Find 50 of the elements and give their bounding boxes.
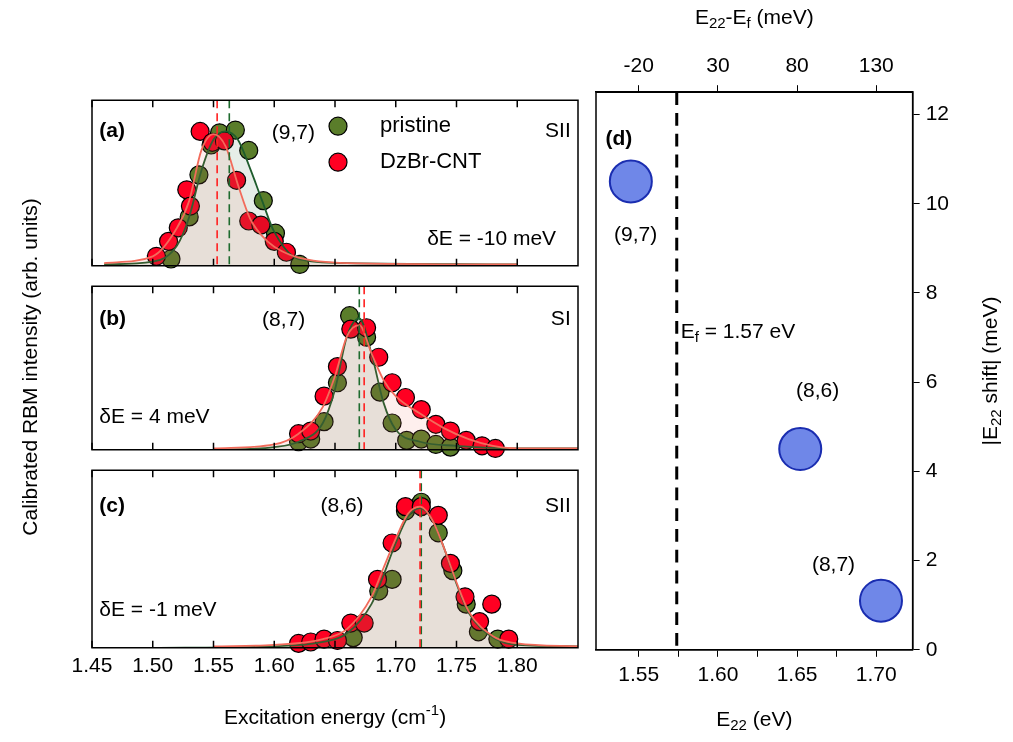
point [608,159,653,204]
y-axis-title: |E22 shift| (meV) [977,296,1005,446]
x-tick-label: 1.55 [193,653,234,677]
annotation: SI [550,305,571,329]
x2-tick-label: -20 [623,53,654,77]
annotation: (8,6) [796,377,840,401]
annotation: (8,7) [262,307,306,331]
x-tick-label: 1.45 [71,653,113,677]
annotation: δE = 4 meV [99,403,210,427]
annotation: SII [545,118,571,142]
point [858,578,903,623]
x-tick-label: 1.65 [314,653,356,677]
y-tick-label: 6 [925,368,938,392]
x2-tick-label: 30 [706,53,730,77]
annotation: (b) [99,305,127,329]
legend-label: DzBr-CNT [380,148,482,174]
y-axis-title: Calibrated RBM intensity (arb. units) [18,198,42,536]
y-tick-label: 4 [925,458,938,482]
annotation: (c) [99,492,125,516]
annotation: (9,7) [613,221,658,245]
point [239,140,259,161]
x2-tick-label: 130 [858,53,894,77]
x-tick-label: 1.60 [253,653,295,677]
x-tick-label: 1.50 [132,653,174,677]
annotation: δE = -1 meV [99,597,217,621]
x-tick-label: 1.55 [618,662,660,686]
annotation: SII [545,492,571,516]
y-tick-label: 12 [925,101,949,125]
x-tick-label: 1.60 [697,662,739,686]
y-tick-label: 0 [925,636,938,660]
annotation: (9,7) [271,120,316,144]
x2-tick-label: 80 [785,53,809,77]
annotation: (8,6) [320,492,364,516]
annotation: (d) [605,126,633,150]
x-tick-label: 1.80 [496,653,538,677]
point [428,505,448,525]
x-tick-label: 1.70 [375,653,417,677]
point [778,427,823,472]
y-tick-label: 2 [925,547,938,571]
x-tick-label: 1.65 [776,662,818,686]
y-tick-label: 10 [925,190,949,214]
x-tick-label: 1.75 [436,653,477,677]
x-tick-label: 1.70 [855,662,897,686]
point [190,121,210,142]
annotation: (8,7) [811,551,856,575]
point [482,594,502,614]
annotation: δE = -10 meV [427,226,557,250]
y-tick-label: 8 [925,279,938,303]
annotation: (a) [99,118,125,142]
legend-label: pristine [380,112,451,138]
